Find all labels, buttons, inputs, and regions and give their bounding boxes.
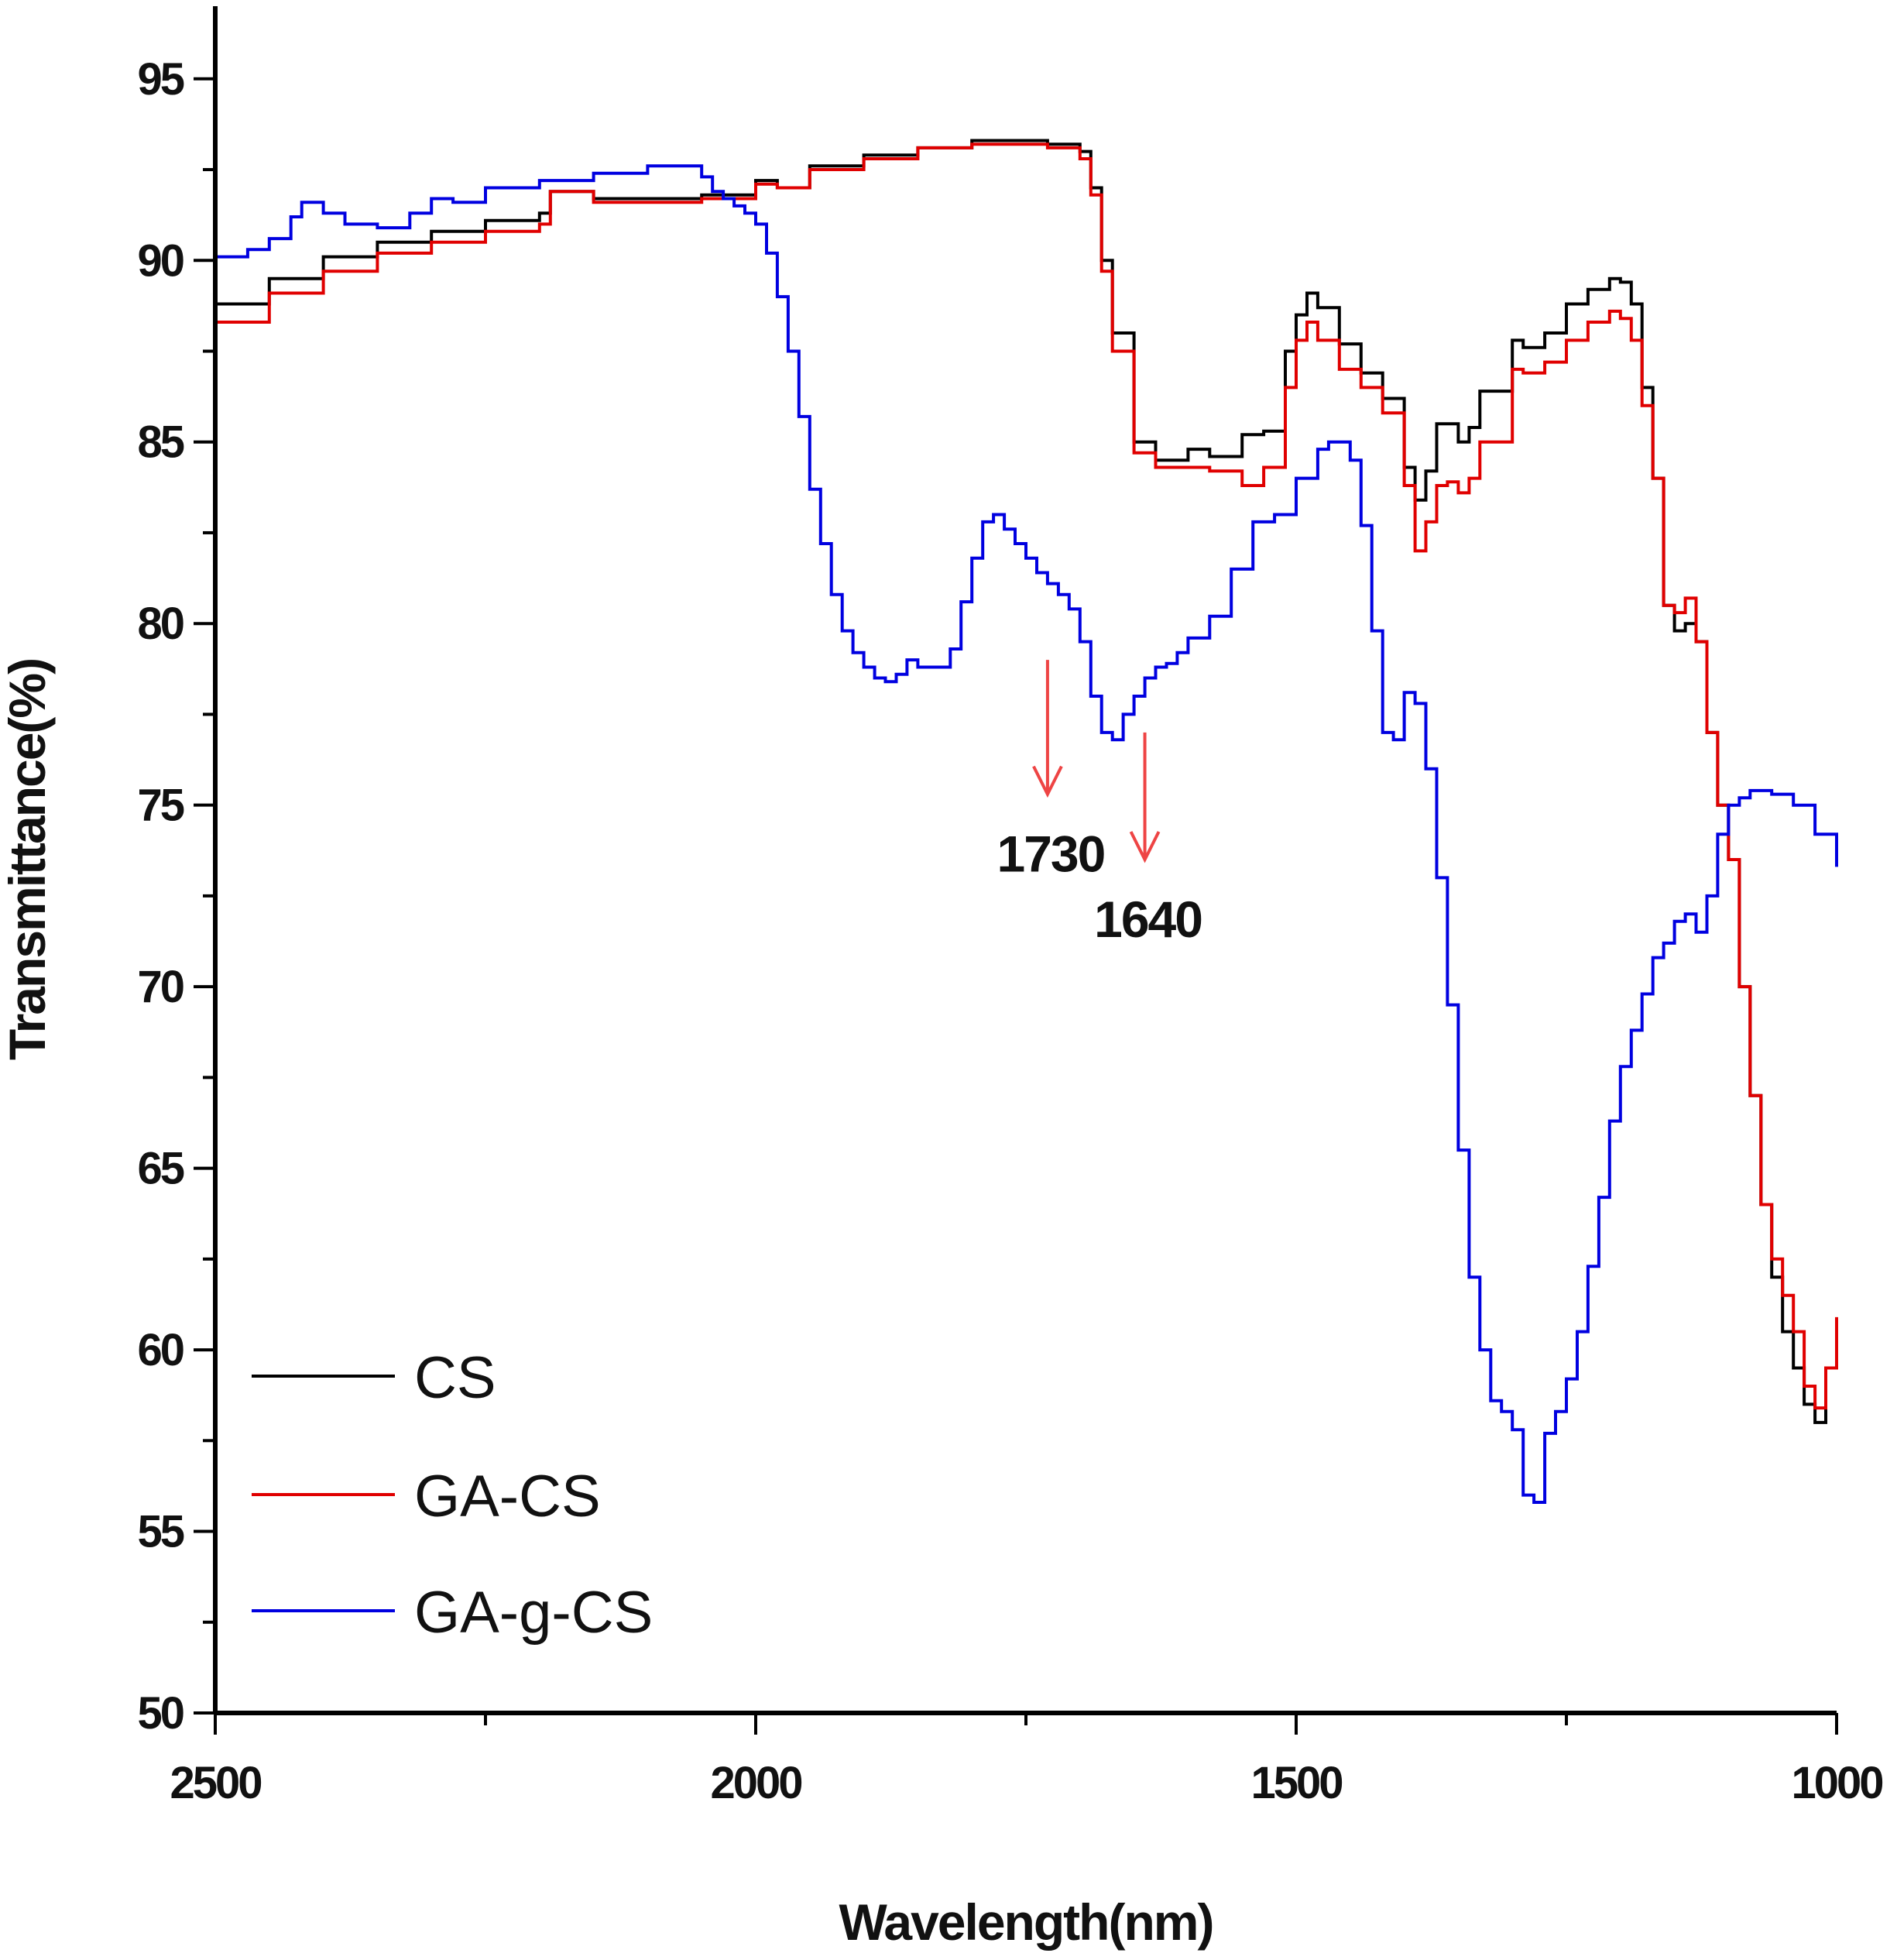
- y-tick-label: 80: [137, 599, 183, 649]
- series-layer: [215, 139, 1838, 1504]
- series-line-ga-g-cs: [215, 164, 1838, 1504]
- annotation-label-1730: 1730: [997, 826, 1105, 883]
- y-tick-label: 90: [137, 235, 183, 286]
- legend-label-ga-g-cs: GA-g-CS: [414, 1580, 653, 1646]
- y-axis-title: Transmittance(%): [0, 659, 56, 1060]
- annotation-arrowhead-1730: [1032, 765, 1063, 798]
- y-tick-label: 95: [137, 54, 184, 105]
- y-tick-label: 70: [137, 962, 183, 1012]
- x-axis-title: Wavelength(nm): [839, 1893, 1213, 1951]
- annotation-label-1640: 1640: [1094, 891, 1202, 948]
- series-line-ga-cs: [215, 142, 1838, 1410]
- legend-label-ga-cs: GA-CS: [414, 1464, 601, 1529]
- y-tick-label: 55: [137, 1507, 184, 1557]
- annotation-arrowhead-1640: [1129, 831, 1161, 863]
- legend-label-cs: CS: [414, 1345, 496, 1411]
- annotation-layer: 1730 1640: [997, 660, 1203, 948]
- y-tick-label: 50: [137, 1688, 183, 1739]
- x-tick-label: 1000: [1791, 1758, 1882, 1808]
- legend: CS GA-CS GA-g-CS: [252, 1345, 653, 1646]
- series-line-cs: [215, 139, 1838, 1424]
- x-tick-label: 1500: [1250, 1758, 1342, 1808]
- y-tick-label: 85: [137, 417, 184, 468]
- x-tick-label: 2000: [710, 1758, 801, 1808]
- y-tick-label: 65: [137, 1144, 184, 1194]
- y-tick-label: 75: [137, 781, 184, 831]
- axes-layer: 50 55 60 65 70 75 80 85 90 95 2500 2000 1500 1000: [137, 6, 1885, 1808]
- x-tick-label: 2500: [170, 1758, 261, 1808]
- y-tick-label: 60: [137, 1325, 183, 1375]
